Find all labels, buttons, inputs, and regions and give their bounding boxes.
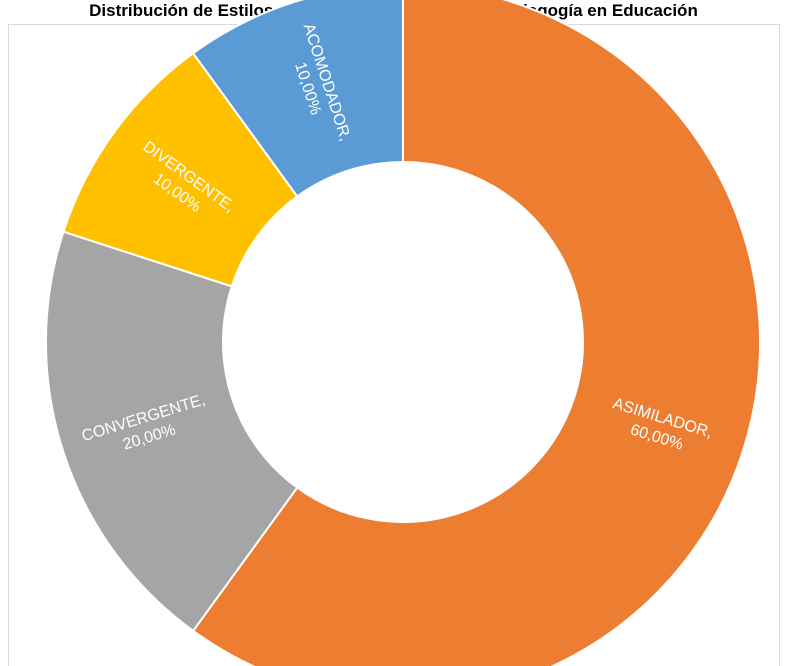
slice-acomodador [191,0,404,198]
donut-slices [45,0,761,666]
slice-convergente [45,230,299,633]
slice-asimilador [191,0,761,666]
